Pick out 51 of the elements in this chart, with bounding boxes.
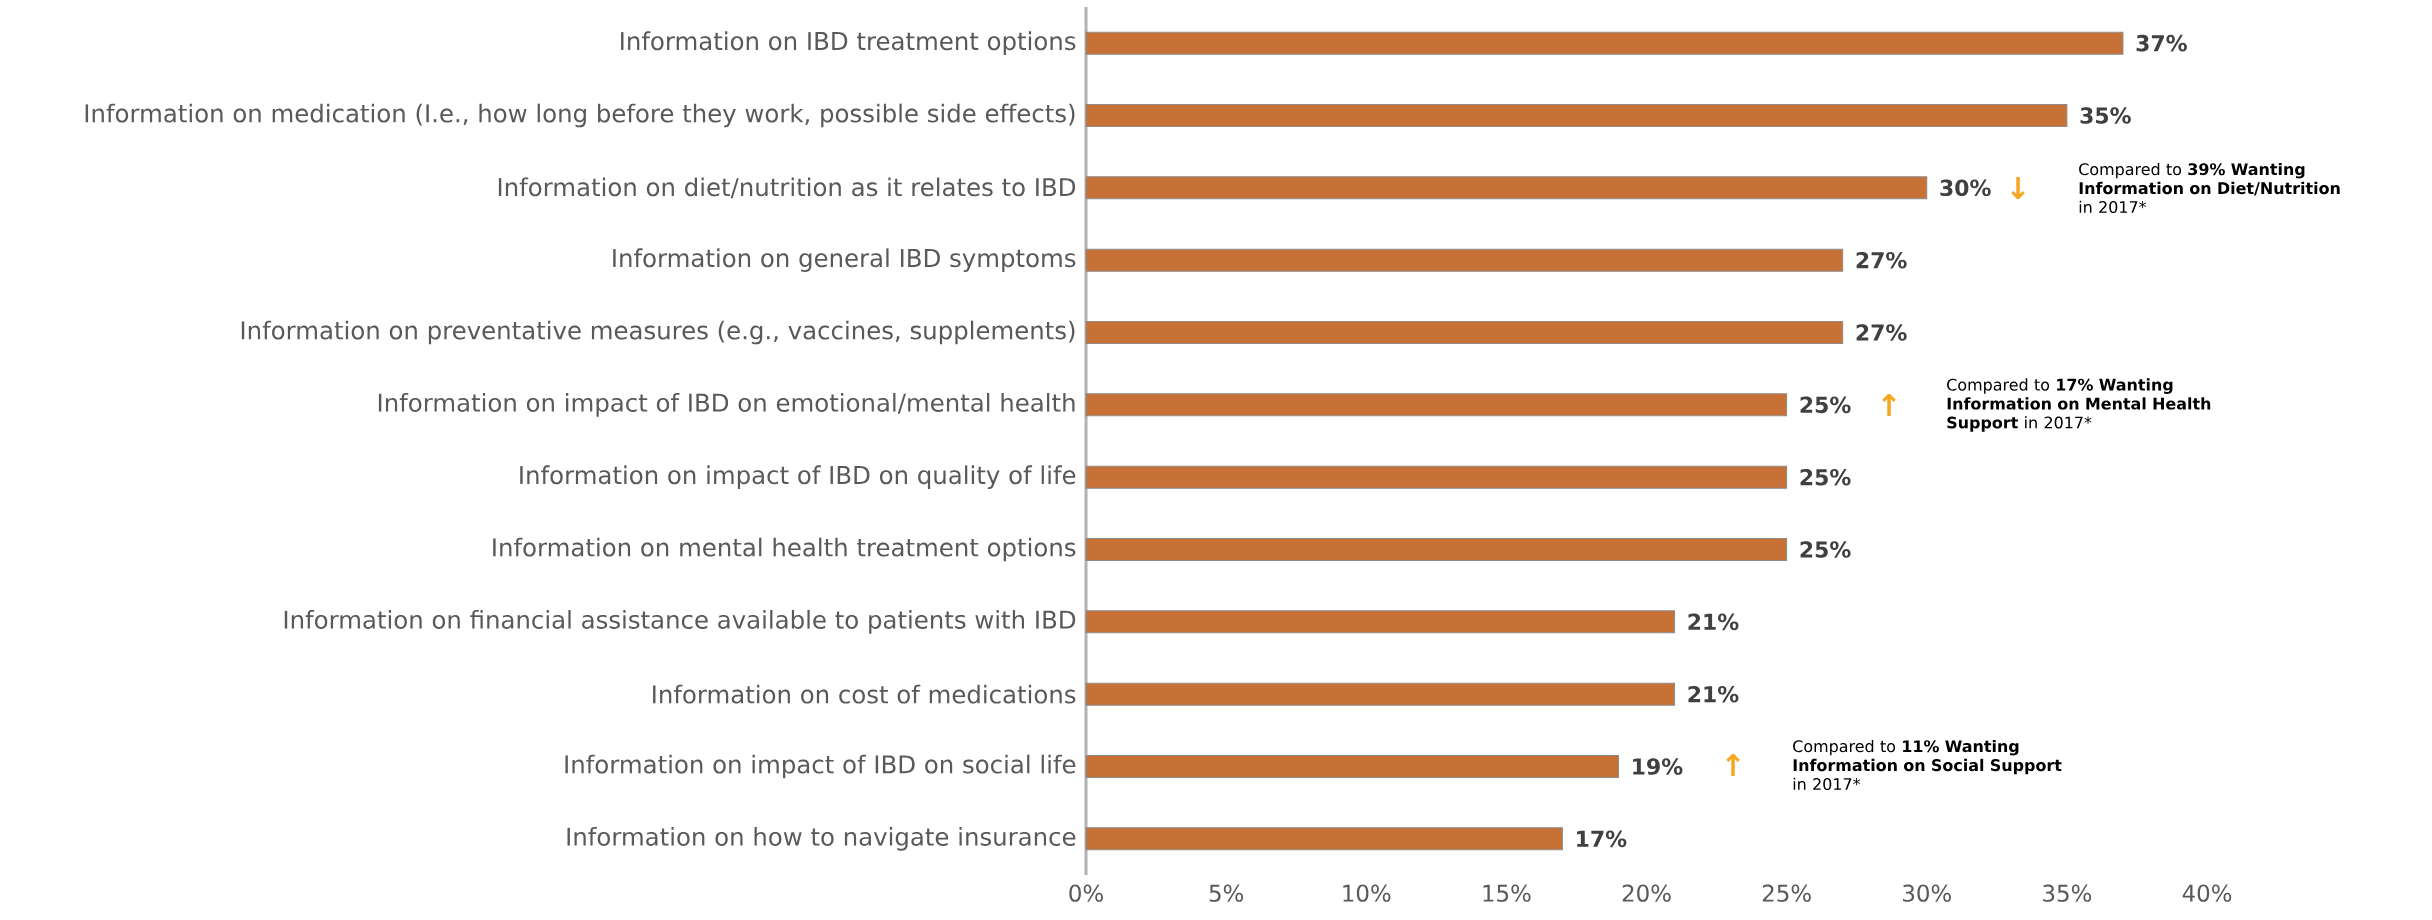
x-tick-label: 15% [1483, 884, 1531, 902]
annotation: Compared to 17% Wanting Information on Mental Health Support in 2017* [1947, 378, 2211, 432]
y-tick-label: Information on impact of IBD on quality of life [520, 465, 1076, 489]
y-tick-label: Information on cost of medications [653, 684, 1076, 704]
data-label: 25% [1800, 541, 1851, 558]
y-tick-label: Information on preventative measures (e.g., vaccines, supplements) [241, 320, 1075, 345]
data-label: 30% [1940, 179, 1991, 197]
annotation: ↑ [1726, 754, 1740, 776]
x-tick-label: 35% [2043, 884, 2092, 902]
bar [1085, 31, 2124, 55]
x-tick-label: 0% [1069, 884, 1103, 902]
y-tick-label: Information on general IBD symptoms [613, 248, 1076, 272]
x-tick-label: 40% [2182, 884, 2232, 902]
annotation: ↑ [1882, 394, 1896, 416]
data-label: 25% [1800, 468, 1851, 486]
annotation: Compared to 11% Wanting Information on Social Support in 2017* [1793, 739, 2062, 791]
y-tick-label: Information on diet/nutrition as it relates to IBD [498, 177, 1076, 199]
bar [1085, 176, 1928, 200]
data-label: 19% [1633, 758, 1683, 775]
y-tick-label: Information on how to navigate insurance [567, 827, 1076, 851]
y-tick-label: Information on medication (I.e., how long before they work, possible side effects) [85, 103, 1075, 128]
data-label: 27% [1856, 251, 1907, 269]
bar [1085, 682, 1676, 706]
x-tick-label: 30% [1903, 884, 1951, 902]
bar [1085, 103, 2068, 127]
y-tick-label: Information on IBD treatment options [621, 31, 1076, 55]
bar [1085, 610, 1676, 634]
data-label: 37% [2136, 34, 2187, 52]
x-tick-label: 25% [1762, 884, 1811, 902]
bar [1085, 755, 1619, 779]
data-label: 17% [1577, 830, 1627, 848]
y-tick-label: Information on financial assistance available to patients with IBD [284, 610, 1076, 634]
y-tick-label: Information on impact of IBD on emotional/mental health [378, 393, 1075, 417]
bar [1085, 321, 1844, 344]
annotation: ↓ [2011, 177, 2025, 199]
x-tick-label: 20% [1622, 884, 1671, 902]
bar [1085, 248, 1844, 272]
bar [1085, 393, 1788, 417]
data-label: 21% [1688, 613, 1739, 631]
data-label: 25% [1800, 396, 1851, 414]
x-tick-label: 5% [1209, 884, 1244, 902]
bar [1085, 538, 1788, 561]
bar [1085, 827, 1563, 851]
y-tick-label: Information on impact of IBD on social life [565, 754, 1076, 779]
data-label: 27% [1856, 324, 1907, 341]
data-label: 35% [2080, 107, 2131, 124]
y-tick-label: Information on mental health treatment options [493, 537, 1076, 562]
annotation: Compared to 39% Wanting Information on Diet/Nutrition in 2017* [2079, 162, 2340, 214]
bar [1085, 465, 1788, 489]
x-tick-label: 10% [1343, 884, 1391, 902]
data-label: 21% [1688, 685, 1739, 703]
